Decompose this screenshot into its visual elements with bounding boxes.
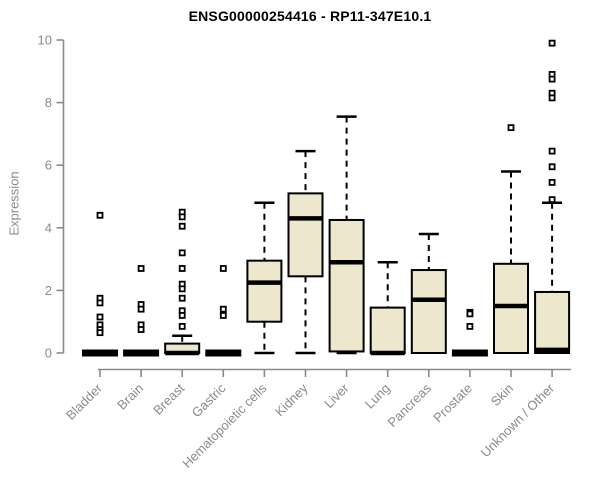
box-skin [493, 262, 529, 355]
x-tick-label: Kidney [272, 380, 311, 419]
outlier-point [507, 124, 515, 132]
x-tick-label: Breast [150, 380, 187, 417]
outlier-point [96, 329, 104, 337]
y-tick-label: 2 [45, 283, 52, 298]
box-prostate [451, 349, 488, 357]
outlier-point [178, 213, 186, 221]
box-kidney [287, 192, 324, 278]
outlier-point [96, 211, 104, 219]
outlier-point [137, 265, 145, 272]
x-tick-label: Lung [362, 381, 393, 412]
y-tick-label: 4 [45, 220, 52, 235]
outlier-point [219, 312, 227, 319]
outlier-point [548, 39, 556, 47]
outlier-point [137, 305, 145, 313]
x-tick-label: Bladder [63, 380, 106, 423]
y-tick-label: 8 [45, 95, 52, 110]
outlier-point [219, 265, 227, 272]
x-tick-label: Gastric [189, 380, 229, 420]
outlier-point [548, 179, 556, 186]
x-tick-label: Prostate [430, 381, 475, 426]
chart-title: ENSG00000254416 - RP11-347E10.1 [188, 8, 432, 24]
x-tick-label: Skin [488, 381, 516, 409]
outlier-point [548, 75, 556, 83]
outlier-point [548, 163, 556, 171]
box-bladder [82, 349, 118, 357]
box-brain [123, 349, 160, 357]
outlier-point [178, 222, 186, 230]
box-pancreas [410, 269, 447, 354]
x-tick-label: Pancreas [384, 380, 434, 430]
outlier-point [219, 305, 227, 313]
y-tick-label: 0 [45, 346, 52, 361]
y-tick-label: 10 [38, 33, 52, 48]
outlier-point [548, 196, 556, 204]
outlier-point [137, 326, 145, 333]
outlier-point [178, 249, 186, 257]
outlier-point [178, 322, 186, 330]
y-tick-label: 6 [45, 158, 52, 173]
outlier-point [96, 313, 104, 321]
x-tick-label: Unknown / Other [478, 380, 558, 460]
outlier-point [466, 322, 474, 330]
box-lung [369, 306, 406, 354]
outlier-point [178, 285, 186, 293]
outlier-point [548, 94, 556, 102]
outlier-point [178, 265, 186, 272]
outlier-point [548, 147, 556, 155]
box-hematopoietic-cells [246, 259, 283, 323]
box-gastric [205, 349, 242, 357]
x-tick-label: Brain [114, 381, 146, 413]
box-unknown-other [534, 290, 571, 354]
outlier-point [178, 294, 186, 302]
outlier-point [466, 310, 474, 318]
box-liver [328, 218, 365, 353]
outlier-point [178, 312, 186, 319]
x-tick-label: Liver [321, 380, 352, 411]
outlier-point [96, 299, 104, 307]
